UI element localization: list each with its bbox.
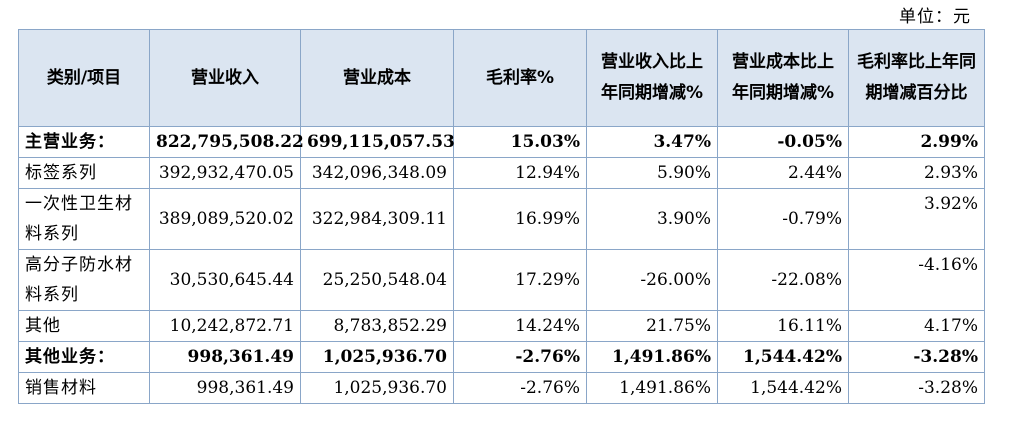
header-margin-change: 毛利率比上年同期增减百分比	[848, 29, 985, 127]
header-cost-change: 营业成本比上年同期增减%	[717, 29, 849, 127]
row-cost: 322,984,309.11	[300, 188, 454, 250]
table-row: 销售材料 998,361.49 1,025,936.70 -2.76% 1,49…	[18, 372, 985, 404]
table-row: 其他业务： 998,361.49 1,025,936.70 -2.76% 1,4…	[18, 341, 985, 373]
row-category: 其他业务：	[18, 341, 150, 373]
header-revenue: 营业收入	[149, 29, 301, 127]
header-cost: 营业成本	[300, 29, 454, 127]
row-cost: 1,025,936.70	[300, 341, 454, 373]
row-margin-change: -4.16%	[848, 249, 985, 311]
row-cost: 699,115,057.53	[300, 126, 455, 158]
row-cost-change: 1,544.42%	[717, 372, 849, 404]
row-revenue-change: 3.47%	[586, 126, 718, 158]
row-revenue: 30,530,645.44	[149, 249, 301, 311]
row-category: 高分子防水材料系列	[18, 249, 150, 311]
row-margin-change: 2.99%	[848, 126, 985, 158]
row-margin-change: 2.93%	[848, 157, 985, 189]
row-revenue-change: 3.90%	[586, 188, 718, 250]
row-category: 其他	[18, 310, 150, 342]
row-cost: 8,783,852.29	[300, 310, 454, 342]
row-revenue: 10,242,872.71	[149, 310, 301, 342]
row-cost-change: 1,544.42%	[717, 341, 849, 373]
row-revenue: 392,932,470.05	[149, 157, 301, 189]
row-cost-change: -22.08%	[717, 249, 849, 311]
table-row: 其他 10,242,872.71 8,783,852.29 14.24% 21.…	[18, 310, 985, 342]
row-margin-change: -3.28%	[848, 372, 985, 404]
table-row: 一次性卫生材料系列 389,089,520.02 322,984,309.11 …	[18, 188, 985, 250]
row-margin-change: -3.28%	[848, 341, 985, 373]
row-gross-margin: 15.03%	[453, 126, 587, 158]
row-cost-change: -0.05%	[717, 126, 849, 158]
row-gross-margin: 14.24%	[453, 310, 587, 342]
row-cost: 25,250,548.04	[300, 249, 454, 311]
row-cost-change: 2.44%	[717, 157, 849, 189]
row-category: 销售材料	[18, 372, 150, 404]
table-row: 高分子防水材料系列 30,530,645.44 25,250,548.04 17…	[18, 249, 985, 311]
unit-label: 单位：元	[899, 7, 971, 27]
row-category: 主营业务：	[18, 126, 150, 158]
financial-table: 类别/项目 营业收入 营业成本 毛利率% 营业收入比上年同期增减% 营业成本比上…	[18, 29, 985, 404]
row-category: 一次性卫生材料系列	[18, 188, 150, 250]
table-row: 主营业务： 822,795,508.22 699,115,057.53 15.0…	[18, 126, 985, 158]
row-revenue-change: 1,491.86%	[586, 341, 718, 373]
row-gross-margin: 16.99%	[453, 188, 587, 250]
row-cost: 1,025,936.70	[300, 372, 454, 404]
header-row: 类别/项目 营业收入 营业成本 毛利率% 营业收入比上年同期增减% 营业成本比上…	[18, 29, 985, 127]
row-revenue-change: 1,491.86%	[586, 372, 718, 404]
row-cost-change: 16.11%	[717, 310, 849, 342]
row-revenue: 998,361.49	[149, 372, 301, 404]
row-revenue: 822,795,508.22	[149, 126, 304, 158]
row-revenue-change: 21.75%	[586, 310, 718, 342]
header-category: 类别/项目	[18, 29, 150, 127]
table-row: 标签系列 392,932,470.05 342,096,348.09 12.94…	[18, 157, 985, 189]
row-cost-change: -0.79%	[717, 188, 849, 250]
row-margin-change: 4.17%	[848, 310, 985, 342]
row-revenue-change: 5.90%	[586, 157, 718, 189]
header-gross-margin: 毛利率%	[453, 29, 587, 127]
row-margin-change: 3.92%	[848, 188, 985, 250]
row-gross-margin: -2.76%	[453, 341, 587, 373]
header-revenue-change: 营业收入比上年同期增减%	[586, 29, 718, 127]
row-revenue: 389,089,520.02	[149, 188, 301, 250]
row-gross-margin: 12.94%	[453, 157, 587, 189]
row-gross-margin: -2.76%	[453, 372, 587, 404]
row-revenue-change: -26.00%	[586, 249, 718, 311]
row-cost: 342,096,348.09	[300, 157, 454, 189]
row-revenue: 998,361.49	[149, 341, 301, 373]
row-gross-margin: 17.29%	[453, 249, 587, 311]
row-category: 标签系列	[18, 157, 150, 189]
